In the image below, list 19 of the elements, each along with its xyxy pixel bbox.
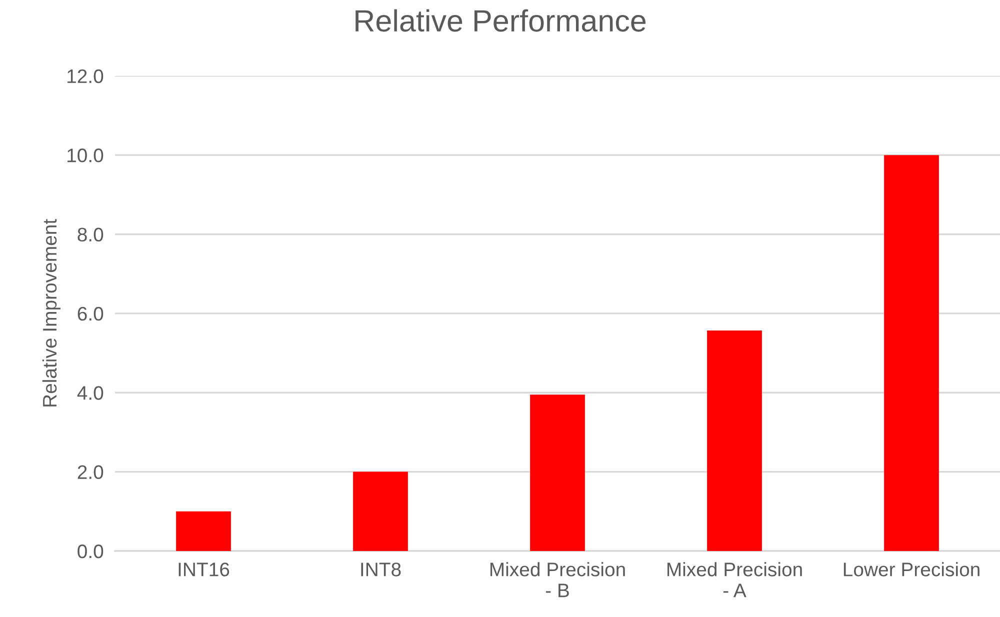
y-tick-label: 10.0 bbox=[68, 148, 104, 162]
bar bbox=[176, 511, 231, 551]
y-tick-label: 6.0 bbox=[78, 306, 104, 321]
x-tick-label: Mixed Precision - B bbox=[490, 562, 625, 598]
chart-title: Relative Performance bbox=[356, 9, 646, 32]
bar bbox=[884, 155, 939, 551]
y-tick-label: 4.0 bbox=[77, 386, 104, 400]
y-axis-title: Relative Improvement bbox=[42, 219, 60, 406]
y-tick-label: 12.0 bbox=[68, 69, 104, 84]
y-tick-label: 2.0 bbox=[78, 465, 104, 480]
bar bbox=[353, 472, 408, 551]
x-tick-label: Lower Precision bbox=[844, 562, 980, 576]
x-tick-label: INT8 bbox=[361, 562, 401, 576]
y-tick-label: 8.0 bbox=[78, 228, 104, 242]
bar bbox=[530, 394, 585, 551]
x-tick-label: INT16 bbox=[178, 562, 230, 576]
bar bbox=[707, 330, 762, 551]
y-tick-label: 0.0 bbox=[78, 544, 104, 558]
x-tick-label: Mixed Precision - A bbox=[667, 562, 802, 598]
